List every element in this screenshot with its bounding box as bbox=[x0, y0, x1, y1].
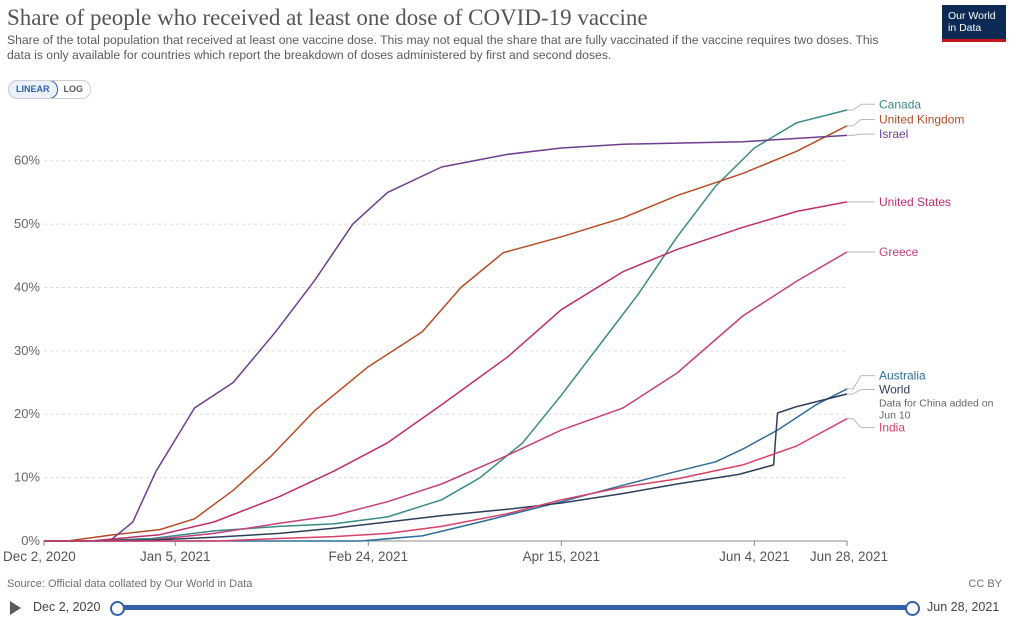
label-leader bbox=[847, 418, 875, 429]
label-leader bbox=[847, 133, 875, 136]
scale-toggle: LINEAR LOG bbox=[8, 80, 91, 99]
series-line bbox=[44, 201, 848, 542]
timeline: Dec 2, 2020 Jun 28, 2021 bbox=[0, 596, 1024, 620]
chart-subtitle: Share of the total population that recei… bbox=[7, 33, 879, 62]
logo-line1: Our World bbox=[948, 10, 996, 22]
log-scale-button[interactable]: LOG bbox=[63, 84, 84, 94]
timeline-end-label: Jun 28, 2021 bbox=[927, 600, 1000, 614]
label-leader bbox=[847, 119, 875, 127]
timeline-end-handle[interactable] bbox=[905, 601, 920, 616]
series-label: United Kingdom bbox=[879, 113, 964, 127]
series-label: Greece bbox=[879, 245, 919, 259]
series-label: Australia bbox=[879, 369, 926, 383]
play-icon[interactable] bbox=[10, 601, 21, 615]
y-tick-label: 20% bbox=[14, 406, 40, 421]
y-tick-label: 60% bbox=[14, 153, 40, 168]
annotation-text: Jun 10 bbox=[879, 410, 911, 422]
y-tick-label: 30% bbox=[14, 343, 40, 358]
x-tick-label: Apr 15, 2021 bbox=[523, 549, 600, 564]
label-leader bbox=[847, 389, 875, 395]
x-tick-label: Dec 2, 2020 bbox=[3, 549, 76, 564]
owid-logo[interactable]: Our World in Data bbox=[942, 5, 1006, 42]
series-line bbox=[44, 125, 848, 542]
series-label: Canada bbox=[879, 100, 921, 111]
series-line bbox=[44, 418, 848, 542]
timeline-track[interactable] bbox=[117, 605, 912, 610]
series-line bbox=[44, 388, 848, 542]
source-note[interactable]: Source: Official data collated by Our Wo… bbox=[7, 578, 253, 590]
series-line bbox=[44, 393, 848, 542]
y-tick-label: 10% bbox=[14, 470, 40, 485]
series-label: Israel bbox=[879, 127, 908, 141]
series-line bbox=[44, 251, 848, 542]
license-link[interactable]: CC BY bbox=[968, 578, 1002, 590]
label-leader bbox=[847, 103, 875, 111]
timeline-start-handle[interactable] bbox=[110, 601, 125, 616]
timeline-start-label: Dec 2, 2020 bbox=[33, 600, 101, 614]
y-tick-label: 40% bbox=[14, 279, 40, 294]
chart-title: Share of people who received at least on… bbox=[7, 5, 648, 30]
x-tick-label: Jun 4, 2021 bbox=[719, 549, 790, 564]
series-label: United States bbox=[879, 195, 951, 209]
series-line bbox=[44, 134, 848, 542]
label-leader bbox=[847, 375, 875, 390]
x-tick-label: Jan 5, 2021 bbox=[140, 549, 211, 564]
y-tick-label: 50% bbox=[14, 216, 40, 231]
series-label: World bbox=[879, 383, 910, 397]
logo-line2: in Data bbox=[948, 22, 982, 34]
annotation-text: Data for China added on bbox=[879, 398, 994, 410]
linear-scale-button[interactable]: LINEAR bbox=[9, 81, 58, 98]
x-tick-label: Feb 24, 2021 bbox=[328, 549, 408, 564]
y-tick-label: 0% bbox=[21, 533, 40, 548]
x-tick-label: Jun 28, 2021 bbox=[810, 549, 888, 564]
series-label: India bbox=[879, 421, 905, 435]
line-chart: 0% 10% 20% 30% 40% 50% 60% Dec 2, 2020 Jan 5, 20… bbox=[3, 100, 994, 564]
